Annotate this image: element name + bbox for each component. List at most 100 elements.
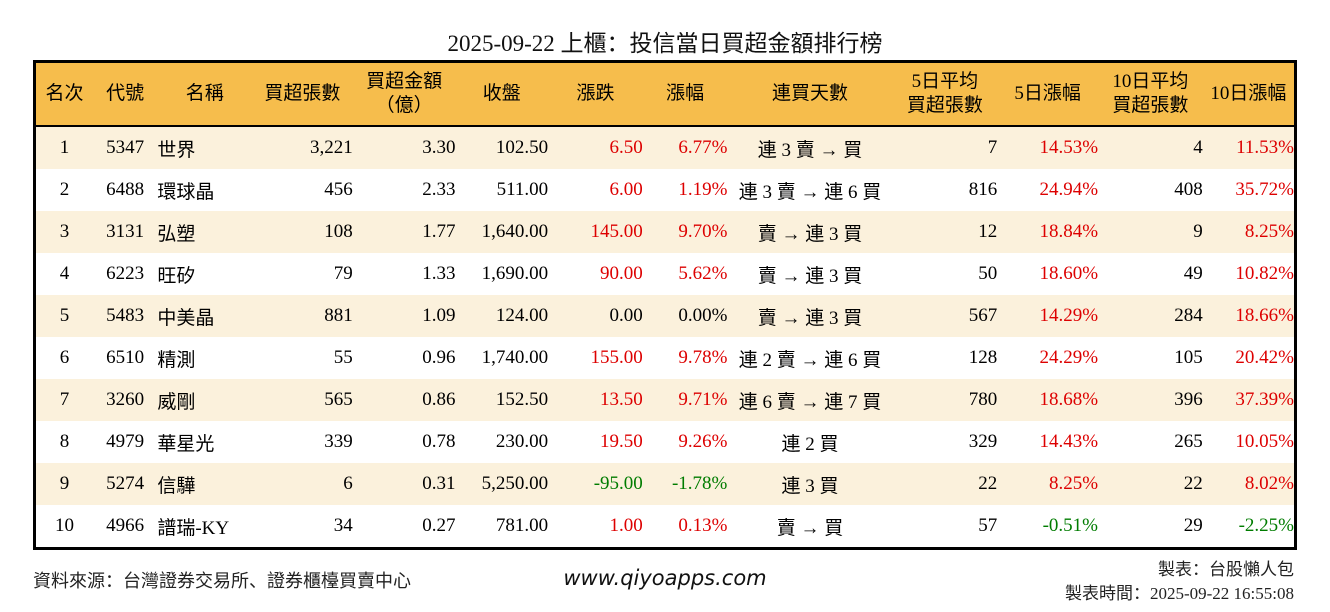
cell-rank: 1: [59, 137, 70, 158]
cell-change-pct: 0.00%: [678, 305, 728, 326]
cell-5day-pct: 14.43%: [1039, 431, 1099, 452]
cell-buy-streak: 連 6 賣 → 連 7 買: [738, 391, 882, 413]
cell-avg10-volume: 9: [1193, 221, 1203, 242]
table-row: 8 4979 華星光 339 0.78 230.00 19.50 9.26% 連…: [34, 421, 1296, 463]
cell-change-pct: -1.78%: [671, 473, 728, 494]
cell-change-pct: 9.26%: [678, 431, 728, 452]
cell-10day-pct: -2.25%: [1238, 515, 1294, 536]
table-row: 5 5483 中美晶 881 1.09 124.00 0.00 0.00% 賣 …: [34, 295, 1296, 337]
cell-net-buy-amount: 2.33: [422, 179, 456, 200]
cell-net-buy-amount: 0.86: [422, 389, 456, 410]
cell-avg5-volume: 7: [987, 137, 998, 158]
cell-stock-name: 華星光: [157, 433, 215, 455]
cell-close-price: 781.00: [495, 515, 549, 536]
cell-stock-name: 中美晶: [157, 307, 215, 329]
cell-net-buy-volume: 108: [324, 221, 353, 242]
cell-5day-pct: -0.51%: [1042, 515, 1099, 536]
cell-stock-name: 旺矽: [157, 265, 196, 287]
table-body: 1 5347 世界 3,221 3.30 102.50 6.50 6.77% 連…: [34, 126, 1296, 549]
cell-10day-pct: 20.42%: [1235, 347, 1294, 368]
cell-avg10-volume: 105: [1174, 347, 1203, 368]
cell-close-price: 1,690.00: [481, 263, 549, 284]
cell-change-pct: 0.13%: [678, 515, 728, 536]
cell-buy-streak: 賣 → 連 3 買: [757, 307, 863, 329]
cell-net-buy-amount: 0.96: [422, 347, 456, 368]
table-row: 9 5274 信驊 6 0.31 5,250.00 -95.00 -1.78% …: [34, 463, 1296, 505]
cell-buy-streak: 連 3 買: [781, 475, 839, 497]
cell-10day-pct: 35.72%: [1235, 179, 1294, 200]
cell-net-buy-amount: 3.30: [422, 137, 456, 158]
website-url: www.qiyoapps.com: [563, 566, 767, 590]
cell-close-price: 1,740.00: [481, 347, 549, 368]
cell-price-change: 19.50: [600, 431, 643, 452]
cell-net-buy-amount: 1.77: [422, 221, 456, 242]
cell-change-pct: 9.71%: [678, 389, 728, 410]
cell-net-buy-volume: 339: [324, 431, 353, 452]
cell-net-buy-amount: 0.31: [422, 473, 456, 494]
cell-10day-pct: 37.39%: [1235, 389, 1294, 410]
ranking-table-container: 名次 代號 名稱 買超張數 買超金額 （億） 收盤 漲跌 漲幅 連買天數 5日平…: [33, 60, 1297, 550]
cell-close-price: 5,250.00: [481, 473, 549, 494]
cell-stock-code: 3131: [106, 221, 145, 242]
cell-avg5-volume: 22: [978, 473, 998, 494]
col-header-rank: 名次: [34, 61, 93, 127]
cell-10day-pct: 10.05%: [1235, 431, 1294, 452]
cell-change-pct: 9.70%: [678, 221, 728, 242]
cell-avg5-volume: 816: [968, 179, 998, 200]
cell-close-price: 102.50: [495, 137, 549, 158]
cell-price-change: 0.00: [609, 305, 643, 326]
cell-stock-code: 3260: [106, 389, 145, 410]
cell-avg5-volume: 50: [978, 263, 998, 284]
cell-close-price: 230.00: [495, 431, 549, 452]
cell-change-pct: 5.62%: [678, 263, 728, 284]
cell-rank: 2: [59, 179, 70, 200]
cell-buy-streak: 賣 → 連 3 買: [757, 223, 863, 245]
cell-5day-pct: 18.60%: [1039, 263, 1099, 284]
cell-avg10-volume: 4: [1193, 137, 1203, 158]
cell-net-buy-amount: 1.33: [422, 263, 456, 284]
cell-avg5-volume: 329: [968, 431, 998, 452]
table-row: 10 4966 譜瑞-KY 34 0.27 781.00 1.00 0.13% …: [34, 505, 1296, 549]
cell-net-buy-volume: 3,221: [310, 137, 353, 158]
cell-stock-code: 6488: [106, 179, 145, 200]
cell-stock-name: 世界: [157, 139, 196, 161]
cell-price-change: 1.00: [609, 515, 643, 536]
cell-avg10-volume: 408: [1174, 179, 1203, 200]
col-header-code: 代號: [92, 61, 158, 127]
cell-stock-code: 4979: [106, 431, 145, 452]
cell-net-buy-amount: 0.27: [422, 515, 456, 536]
cell-net-buy-amount: 0.78: [422, 431, 456, 452]
cell-10day-pct: 10.82%: [1235, 263, 1294, 284]
cell-5day-pct: 18.68%: [1039, 389, 1099, 410]
cell-10day-pct: 11.53%: [1236, 137, 1294, 158]
table-row: 1 5347 世界 3,221 3.30 102.50 6.50 6.77% 連…: [34, 126, 1296, 169]
cell-buy-streak: 賣 → 買: [776, 517, 844, 539]
cell-rank: 6: [59, 347, 70, 368]
report-maker-info: 製表：台股懶人包 製表時間：2025-09-22 16:55:08: [1065, 558, 1294, 606]
header-row: 名次 代號 名稱 買超張數 買超金額 （億） 收盤 漲跌 漲幅 連買天數 5日平…: [34, 61, 1296, 127]
cell-buy-streak: 連 3 賣 → 連 6 買: [738, 181, 882, 203]
cell-change-pct: 1.19%: [678, 179, 728, 200]
cell-stock-name: 環球晶: [157, 181, 215, 203]
cell-rank: 10: [54, 515, 74, 536]
cell-net-buy-volume: 456: [324, 179, 353, 200]
cell-stock-name: 譜瑞-KY: [157, 517, 230, 539]
data-source-note: 資料來源：台灣證券交易所、證券櫃檯買賣中心: [33, 571, 411, 591]
cell-avg10-volume: 396: [1174, 389, 1203, 410]
cell-stock-name: 威剛: [157, 391, 196, 413]
cell-net-buy-volume: 881: [324, 305, 353, 326]
cell-avg10-volume: 29: [1183, 515, 1203, 536]
cell-rank: 8: [59, 431, 70, 452]
made-at-timestamp: 製表時間：2025-09-22 16:55:08: [1064, 583, 1294, 603]
cell-close-price: 152.50: [495, 389, 549, 410]
cell-avg5-volume: 128: [968, 347, 998, 368]
cell-close-price: 1,640.00: [481, 221, 549, 242]
cell-5day-pct: 24.29%: [1039, 347, 1099, 368]
cell-rank: 9: [59, 473, 70, 494]
cell-avg5-volume: 780: [968, 389, 998, 410]
maker-label: 製表：台股懶人包: [1158, 560, 1294, 579]
col-header-avg10: 10日平均 買超張數: [1098, 61, 1203, 127]
cell-5day-pct: 14.53%: [1039, 137, 1099, 158]
cell-avg5-volume: 12: [978, 221, 998, 242]
cell-stock-code: 5483: [106, 305, 145, 326]
